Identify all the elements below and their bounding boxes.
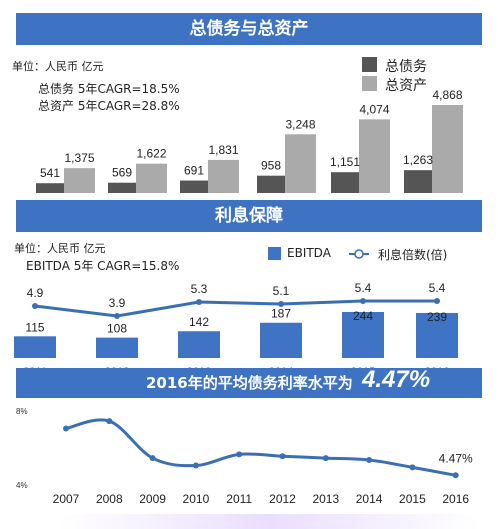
coverage-point-2015 (360, 298, 366, 304)
ebitda-bar-label-2012: 108 (107, 322, 127, 336)
rate-x-tick-2011: 2011 (226, 492, 252, 506)
interest-unit: 单位：人民币 亿元 (14, 242, 106, 255)
rate-y-tick-8: 8% (16, 407, 28, 416)
rate-point-2007 (63, 425, 69, 432)
assets-bar-label-2013: 1,831 (208, 143, 238, 157)
assets-cagr: 总资产 5年CAGR=28.8% (38, 99, 180, 113)
debt-bar-label-2015: 1,151 (330, 155, 360, 169)
rate-x-tick-2009: 2009 (139, 492, 166, 506)
assets-bar-2015 (359, 119, 390, 193)
legend-coverage-label: 利息倍数(倍) (378, 248, 448, 262)
assets-bar-2014 (285, 134, 316, 193)
assets-bar-2012 (136, 163, 167, 193)
debt-bar-2012 (108, 182, 136, 193)
ebitda-cagr: EBITDA 5年 CAGR=15.8% (26, 259, 180, 273)
ebitda-bar-2014 (260, 322, 302, 358)
debt-bar-2016 (404, 170, 432, 193)
rate-x-tick-2013: 2013 (312, 492, 339, 506)
coverage-point-2016 (434, 298, 440, 304)
rate-y-tick-4: 4% (16, 481, 28, 490)
legend-assets-label: 总资产 (385, 78, 427, 94)
coverage-label-2016: 5.4 (429, 281, 446, 295)
assets-bar-label-2012: 1,622 (136, 147, 166, 161)
coverage-point-2012 (114, 313, 120, 319)
rate-x-tick-2014: 2014 (356, 492, 383, 506)
rate-x-tick-2010: 2010 (183, 492, 210, 506)
ebitda-bar-2011 (14, 336, 56, 358)
assets-bar-2016 (432, 105, 463, 193)
rate-x-tick-2007: 2007 (53, 492, 80, 506)
rate-point-2010 (192, 462, 199, 469)
coverage-point-2014 (278, 301, 284, 307)
ebitda-bar-label-2015: 244 (353, 309, 373, 323)
rate-x-tick-2008: 2008 (96, 492, 123, 506)
rate-annotation: 4.47% (439, 451, 473, 465)
coverage-label-2015: 5.4 (355, 281, 372, 295)
coverage-point-2011 (32, 303, 38, 309)
coverage-label-2011: 4.9 (27, 286, 44, 300)
rate-title-prefix: 2016年的平均债务利率水平为 (146, 374, 353, 392)
ebitda-bar-label-2013: 142 (189, 315, 209, 329)
debt-bar-label-2014: 958 (261, 159, 281, 173)
debt-bar-2014 (257, 175, 285, 193)
ebitda-bar-label-2016: 239 (427, 310, 447, 324)
debt-bar-label-2012: 569 (112, 166, 132, 180)
assets-bar-label-2011: 1,375 (64, 151, 94, 165)
coverage-label-2014: 5.1 (273, 284, 290, 298)
rate-x-tick-2016: 2016 (442, 492, 469, 506)
rate-title-value: 4.47% (362, 366, 431, 393)
legend-assets-swatch (362, 76, 377, 91)
rate-x-tick-2015: 2015 (399, 492, 426, 506)
bottom-glow (60, 514, 480, 529)
coverage-label-2012: 3.9 (109, 296, 126, 310)
assets-bar-2011 (64, 168, 95, 193)
rate-line (65, 418, 456, 477)
assets-bar-label-2015: 4,074 (359, 102, 389, 116)
rate-point-2012 (279, 453, 286, 460)
rate-point-2009 (149, 455, 156, 462)
ebitda-bar-2013 (178, 331, 220, 358)
debt-bar-2013 (180, 180, 208, 193)
legend-ebitda-swatch (268, 247, 281, 260)
assets-bar-label-2016: 4,868 (432, 88, 462, 102)
legend-debt-label: 总债务 (385, 59, 427, 75)
debt-assets-unit: 单位：人民币 亿元 (12, 60, 104, 73)
debt-bar-2011 (36, 183, 64, 193)
rate-x-tick-2012: 2012 (269, 492, 296, 506)
debt-cagr: 总债务 5年CAGR=18.5% (38, 82, 180, 96)
debt-bar-2015 (331, 172, 359, 193)
debt-bar-label-2011: 541 (40, 166, 60, 180)
rate-point-2011 (236, 451, 243, 458)
legend-ebitda-label: EBITDA (287, 246, 331, 260)
rate-point-2016 (452, 472, 459, 479)
coverage-point-2013 (196, 299, 202, 305)
ebitda-bar-2015 (342, 312, 384, 358)
assets-bar-label-2014: 3,248 (285, 117, 315, 131)
debt-bar-label-2013: 691 (184, 164, 204, 178)
rate-title-banner: 2016年的平均债务利率水平为 4.47% (16, 366, 482, 398)
legend-debt-swatch (362, 57, 377, 72)
rate-point-2015 (409, 464, 416, 471)
rate-point-2008 (106, 418, 113, 425)
coverage-label-2013: 5.3 (191, 282, 208, 296)
ebitda-bar-label-2011: 115 (25, 320, 44, 334)
coverage-line (34, 299, 437, 318)
ebitda-bar-2012 (96, 337, 138, 358)
ebitda-bar-label-2014: 187 (271, 307, 291, 321)
ebitda-bar-2016 (416, 312, 458, 358)
assets-bar-2013 (208, 159, 239, 193)
rate-point-2013 (322, 455, 329, 462)
debt-bar-label-2016: 1,263 (403, 153, 433, 167)
debt-assets-title-banner: 总债务与总资产 (16, 13, 482, 45)
rate-point-2014 (366, 456, 373, 463)
interest-title-banner: 利息保障 (16, 200, 482, 232)
